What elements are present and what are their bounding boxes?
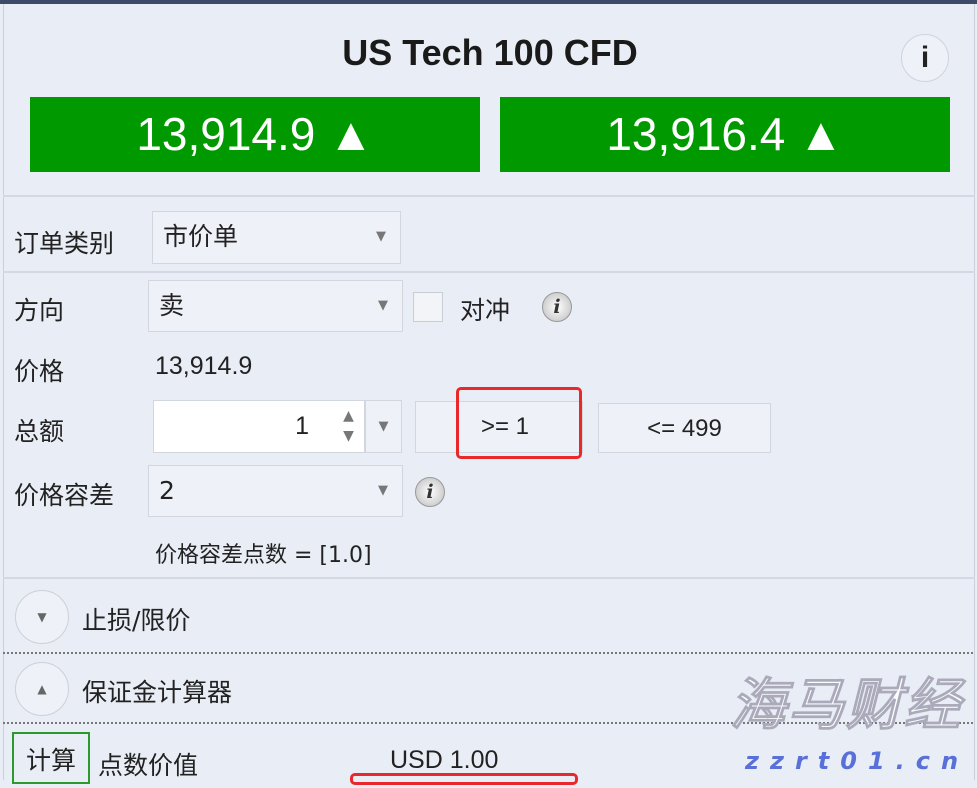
- sell-price: 13,914.9: [136, 108, 316, 160]
- chevron-down-icon: ▼: [378, 298, 388, 313]
- tolerance-label: 价格容差: [14, 481, 115, 510]
- order-type-select[interactable]: 市价单 ▼: [152, 211, 401, 264]
- watermark-url: zzrt01.cn: [745, 747, 970, 775]
- price-value: 13,914.9: [155, 352, 253, 380]
- highlight-box: [456, 387, 582, 459]
- expand-chevron-down-icon[interactable]: ▼: [15, 590, 69, 644]
- divider: [3, 271, 975, 273]
- hedge-label: 对冲: [460, 296, 511, 325]
- tolerance-value: 2: [159, 476, 175, 505]
- stop-limit-section[interactable]: 止损/限价: [82, 606, 191, 635]
- instrument-title: US Tech 100 CFD: [342, 32, 638, 73]
- up-arrow-icon: ▲: [328, 108, 374, 160]
- tolerance-select[interactable]: 2 ▼: [148, 465, 403, 517]
- buy-price: 13,916.4: [606, 108, 786, 160]
- amount-input[interactable]: 1: [153, 400, 333, 453]
- order-panel: [3, 4, 975, 780]
- margin-calculator-section[interactable]: 保证金计算器: [82, 678, 233, 707]
- pip-value: USD 1.00: [390, 746, 499, 774]
- direction-label: 方向: [14, 296, 65, 325]
- watermark-logo: 海马财经: [730, 673, 962, 738]
- hedge-checkbox[interactable]: [413, 292, 443, 322]
- highlight-box: [350, 773, 578, 785]
- direction-value: 卖: [159, 291, 185, 320]
- order-type-value: 市价单: [163, 222, 239, 251]
- top-bar: [0, 0, 977, 4]
- amount-stepper[interactable]: ▲ ▼: [333, 400, 365, 453]
- info-icon[interactable]: i: [415, 477, 445, 507]
- direction-select[interactable]: 卖 ▼: [148, 280, 403, 332]
- collapse-chevron-up-icon[interactable]: ▲: [15, 662, 69, 716]
- instrument-info-button[interactable]: i: [901, 34, 949, 82]
- amount-dropdown-button[interactable]: ▼: [365, 400, 402, 453]
- price-label: 价格: [14, 357, 65, 386]
- amount-label: 总额: [14, 417, 65, 446]
- dotted-divider: [3, 652, 973, 654]
- sell-price-button[interactable]: 13,914.9 ▲: [30, 97, 480, 172]
- calculate-button[interactable]: 计算: [12, 732, 90, 784]
- divider: [3, 195, 975, 197]
- pip-value-label: 点数价值: [98, 751, 199, 780]
- chevron-down-icon: ▼: [378, 483, 388, 498]
- amount-min-box: >= 1: [415, 401, 583, 453]
- amount-max-box: <= 499: [598, 403, 771, 453]
- info-icon[interactable]: i: [542, 292, 572, 322]
- dotted-divider: [3, 722, 973, 724]
- buy-price-button[interactable]: 13,916.4 ▲: [500, 97, 950, 172]
- tolerance-points-text: 价格容差点数 = [1.0]: [155, 543, 372, 568]
- up-arrow-icon: ▲: [798, 108, 844, 160]
- chevron-down-icon: ▼: [376, 229, 386, 244]
- order-type-label: 订单类别: [14, 229, 115, 258]
- divider: [3, 577, 975, 579]
